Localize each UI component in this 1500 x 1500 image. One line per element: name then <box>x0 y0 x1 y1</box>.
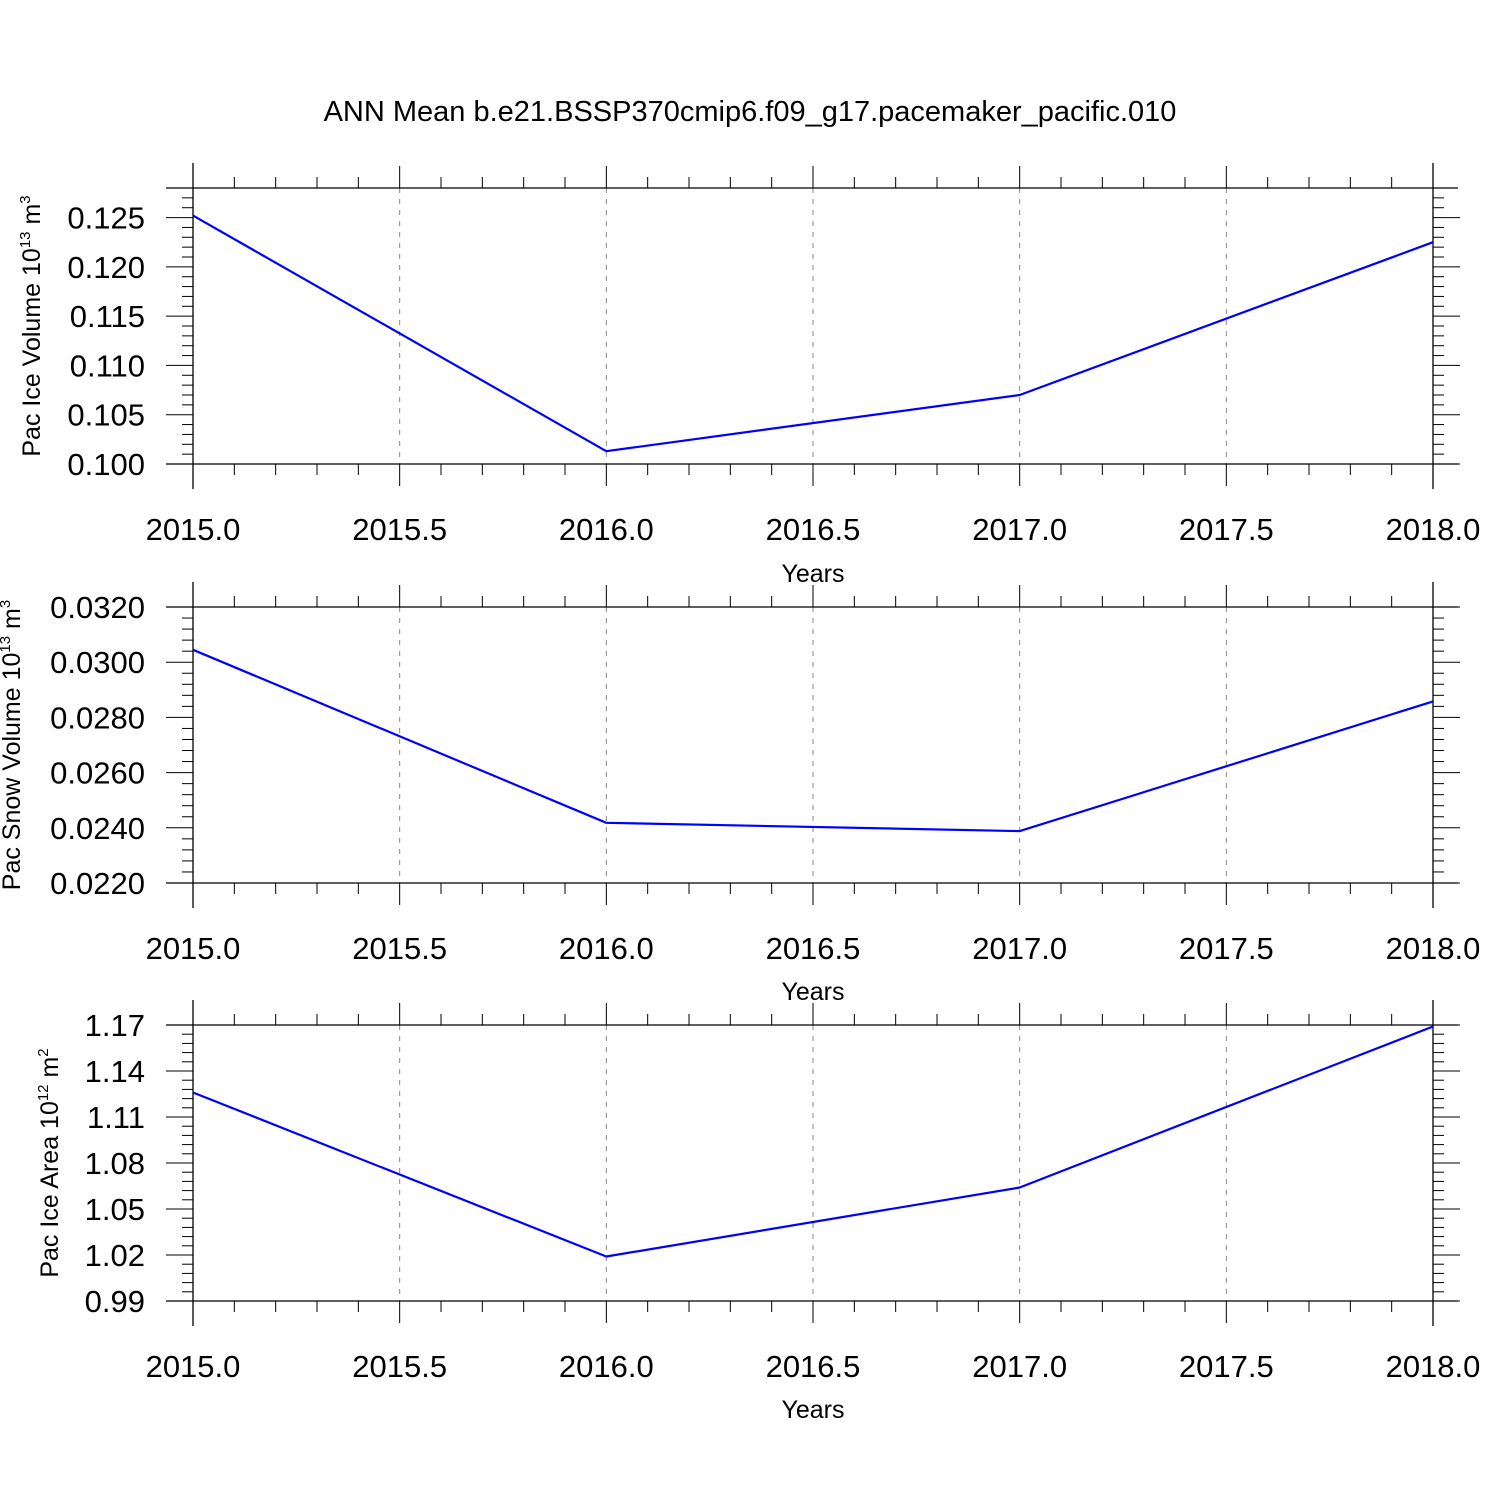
x-tick-label: 2015.5 <box>352 931 447 966</box>
series-line <box>192 214 1434 453</box>
y-tick-label: 1.02 <box>85 1238 145 1273</box>
y-tick-label: 1.11 <box>87 1100 145 1135</box>
x-tick-label: 2017.0 <box>972 1349 1067 1384</box>
series-line <box>192 1025 1434 1258</box>
x-tick-label: 2015.0 <box>146 1349 241 1384</box>
x-axis-label: Years <box>781 560 844 588</box>
x-tick-label: 2015.5 <box>352 512 447 547</box>
y-tick-label: 0.0260 <box>50 756 145 791</box>
panel-1: 2015.0 2015.5 2016.0 2016.5 2017.0 2017.5 2018… <box>17 163 1480 588</box>
x-tick-label: 2015.0 <box>146 512 241 547</box>
y-tick-label: 0.115 <box>70 299 145 334</box>
x-tick-label: 2016.0 <box>559 1349 654 1384</box>
x-tick-label: 2018.0 <box>1386 1349 1481 1384</box>
y-tick-label: 0.0220 <box>50 866 145 901</box>
x-tick-label: 2016.5 <box>766 1349 861 1384</box>
y-axis-label: Pac Ice Volume 1013 m3 <box>17 195 46 456</box>
panel-2: 2015.0 2015.5 2016.0 2016.5 2017.0 2017.5 2018… <box>0 582 1480 1006</box>
y-tick-label: 0.110 <box>70 348 145 383</box>
x-tick-label: 2017.0 <box>972 512 1067 547</box>
panel-3: 2015.0 2015.5 2016.0 2016.5 2017.0 2017.5 2018… <box>35 1000 1480 1424</box>
x-axis-label: Years <box>781 1396 844 1424</box>
x-tick-label: 2016.0 <box>559 512 654 547</box>
y-tick-label: 0.0320 <box>50 590 145 625</box>
y-axis-label: Pac Snow Volume 1013 m3 <box>0 600 26 890</box>
y-tick-label: 0.120 <box>67 250 145 285</box>
y-tick-label: 1.17 <box>85 1008 145 1043</box>
y-axis-label: Pac Ice Area 1012 m2 <box>35 1048 64 1277</box>
y-tick-label: 1.14 <box>85 1054 145 1089</box>
y-tick-label: 0.0280 <box>50 700 145 735</box>
y-tick-label: 0.105 <box>67 398 145 433</box>
x-tick-label: 2016.0 <box>559 931 654 966</box>
y-tick-label: 1.05 <box>85 1192 145 1227</box>
y-tick-label: 0.99 <box>85 1284 145 1319</box>
x-tick-label: 2017.5 <box>1179 512 1274 547</box>
y-tick-label: 0.0240 <box>50 811 145 846</box>
x-tick-label: 2017.5 <box>1179 1349 1274 1384</box>
x-tick-label: 2015.0 <box>146 931 241 966</box>
x-tick-label: 2017.0 <box>972 931 1067 966</box>
x-axis-label: Years <box>781 978 844 1006</box>
x-tick-label: 2018.0 <box>1386 931 1481 966</box>
x-tick-label: 2017.5 <box>1179 931 1274 966</box>
y-tick-label: 0.0300 <box>50 645 145 680</box>
y-tick-label: 0.125 <box>67 201 145 236</box>
page-title: ANN Mean b.e21.BSSP370cmip6.f09_g17.pace… <box>323 96 1177 128</box>
y-tick-label: 1.08 <box>85 1146 145 1181</box>
x-tick-label: 2016.5 <box>766 931 861 966</box>
series-line <box>192 648 1434 833</box>
x-tick-label: 2015.5 <box>352 1349 447 1384</box>
y-tick-label: 0.100 <box>67 447 145 482</box>
x-tick-label: 2018.0 <box>1386 512 1481 547</box>
x-tick-label: 2016.5 <box>766 512 861 547</box>
